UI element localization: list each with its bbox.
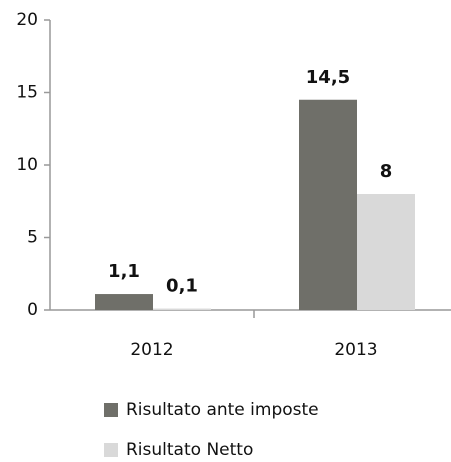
value-label: 8 — [380, 161, 393, 182]
bar — [299, 99, 357, 310]
x-tick-label: 2012 — [130, 340, 173, 360]
y-tick-label: 15 — [16, 83, 38, 103]
y-tick-label: 10 — [16, 155, 38, 175]
legend-label: Risultato ante imposte — [126, 400, 319, 420]
legend-swatch — [104, 403, 118, 417]
legend-swatch — [104, 443, 118, 457]
y-tick-label: 5 — [27, 228, 38, 248]
legend-label: Risultato Netto — [126, 440, 253, 460]
value-label: 0,1 — [166, 276, 198, 297]
bar — [95, 294, 153, 310]
y-tick-label: 0 — [27, 300, 38, 320]
bar — [357, 194, 415, 310]
x-tick-label: 2013 — [334, 340, 377, 360]
value-label: 1,1 — [108, 261, 140, 282]
bar — [153, 308, 211, 310]
value-label: 14,5 — [306, 67, 350, 88]
y-tick-label: 20 — [16, 10, 38, 30]
